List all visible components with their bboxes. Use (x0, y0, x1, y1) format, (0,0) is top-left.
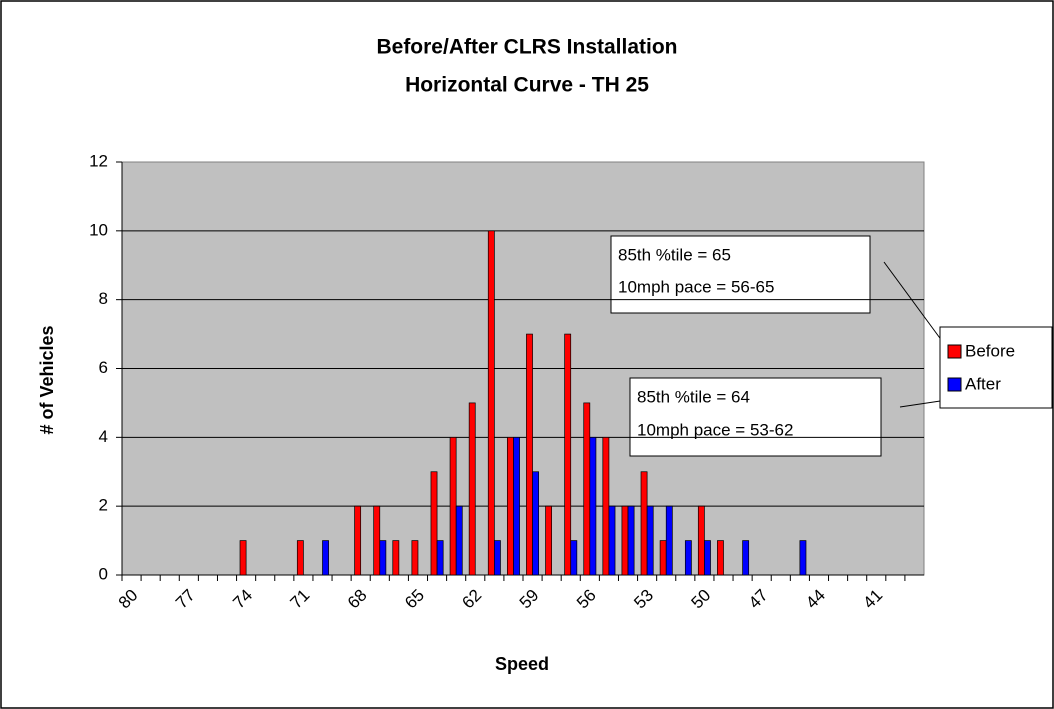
y-tick-label: 2 (99, 496, 108, 515)
bar (589, 436, 597, 576)
bar (627, 505, 635, 576)
x-axis-title: Speed (495, 654, 549, 674)
annotation-text: 85th %tile = 64 (637, 387, 750, 406)
annotation-text: 10mph pace = 56-65 (618, 277, 774, 296)
bar (379, 540, 387, 576)
bar (373, 505, 381, 576)
bar (354, 505, 362, 576)
bar (665, 505, 673, 576)
bar (436, 540, 444, 576)
bar (239, 540, 247, 576)
bar (296, 540, 304, 576)
bar (583, 402, 591, 576)
bar (487, 230, 495, 576)
y-tick-label: 6 (99, 358, 108, 377)
bar (640, 471, 648, 576)
y-tick-label: 8 (99, 289, 108, 308)
bar (532, 471, 540, 576)
legend-label: After (965, 374, 1001, 393)
bar (455, 505, 463, 576)
annotation-line (883, 261, 946, 346)
bar (621, 505, 629, 576)
legend-swatch (947, 377, 962, 392)
bar (704, 540, 711, 576)
y-tick-label: 12 (89, 151, 108, 170)
bar (602, 436, 610, 576)
annotation: 85th %tile = 64 10mph pace = 53-62 (629, 377, 948, 457)
bar (392, 540, 400, 576)
bar (468, 402, 476, 576)
bar (449, 436, 457, 576)
annotation-text: 10mph pace = 53-62 (637, 420, 793, 439)
bar (506, 436, 514, 576)
bar (570, 540, 578, 576)
bar (411, 540, 419, 576)
bar (564, 333, 572, 576)
chart-title: Horizontal Curve - TH 25 (405, 74, 649, 97)
bar (513, 436, 520, 576)
y-tick-label: 10 (89, 220, 108, 239)
annotation-line (899, 399, 948, 408)
bar (526, 333, 533, 576)
bar (646, 505, 654, 576)
bar (742, 540, 750, 576)
annotation-box (629, 377, 882, 457)
y-tick-label: 4 (99, 427, 108, 446)
y-tick-label: 0 (99, 564, 108, 583)
chart-title: Before/After CLRS Installation (376, 36, 677, 59)
bar (659, 540, 667, 576)
bar (684, 540, 692, 576)
bar (494, 540, 501, 576)
annotation-text: 85th %tile = 65 (618, 245, 731, 264)
bar (322, 540, 329, 576)
legend-swatch (947, 344, 962, 359)
bar (799, 540, 807, 576)
bar (697, 505, 705, 576)
bar (430, 471, 438, 576)
bar (717, 540, 724, 576)
legend-label: Before (965, 341, 1015, 360)
bar (545, 505, 552, 576)
bar (608, 505, 616, 576)
legend (939, 326, 1053, 409)
y-axis-title: # of Vehicles (37, 325, 57, 434)
